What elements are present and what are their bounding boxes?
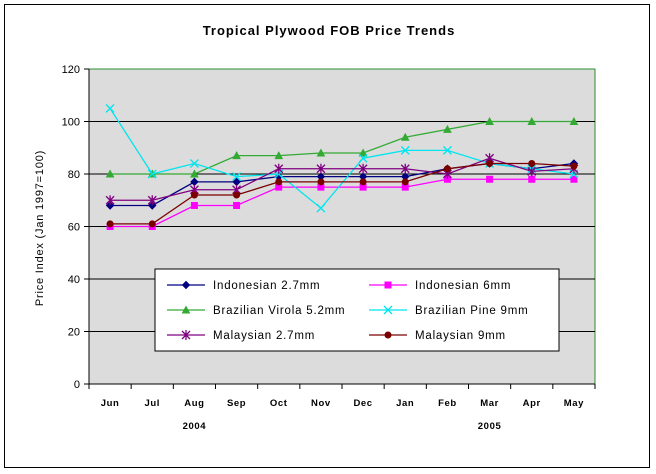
data-point [232,172,242,182]
legend-swatch-marker [384,281,392,289]
series [106,160,578,228]
data-point [442,145,452,155]
legend-swatch-marker [181,280,191,290]
y-axis-label: Price Index (Jan 1997=100) [34,150,46,306]
data-point [147,195,157,206]
data-point [148,220,156,228]
legend-swatch-marker [383,305,393,315]
legend-label: Malaysian 9mm [415,330,506,342]
data-point [190,191,198,199]
x-tick-label: May [564,398,584,409]
data-point [190,169,199,178]
data-point [233,191,241,199]
data-point [400,132,410,141]
data-point [275,178,283,186]
data-point [570,162,578,170]
series-line [110,162,574,225]
y-tick-label: 40 [68,274,80,286]
data-point [528,175,536,183]
legend-item: Indonesian 2.7mm [167,280,320,292]
year-label: 2005 [478,421,502,432]
data-point [569,116,579,125]
legend-box [154,268,560,352]
series-line [109,108,574,210]
data-point [401,178,409,186]
data-point [400,145,410,155]
legend-label: Brazilian Pine 9mm [415,305,528,317]
x-tick-label: Apr [523,398,541,409]
data-point [316,148,326,157]
legend-item: Indonesian 6mm [369,280,511,292]
data-point [190,202,198,209]
data-point [485,116,494,125]
line-chart: Tropical Plywood FOB Price Trends Price … [34,23,596,432]
data-point [274,151,284,160]
data-point [358,163,368,174]
x-tick-label: Aug [184,398,204,409]
x-tick-label: Jul [144,398,160,409]
x-tick-label: Jan [396,398,414,409]
legend-item: Malaysian 9mm [369,330,506,342]
x-tick-label: Sep [227,398,246,409]
legend: Indonesian 2.7mm Indonesian 6mm Brazilian … [154,268,560,352]
plot-area: 0 20 40 60 80 100 120 Jun Jul Aug Sep Oct Nov Dec Jan F… [62,64,596,432]
y-tick-label: 100 [62,117,80,129]
y-tick-label: 80 [68,169,80,181]
data-point [358,148,368,157]
series [105,116,579,178]
legend-swatch-marker [384,331,392,339]
year-label: 2004 [183,421,207,432]
data-point [147,169,157,179]
y-tick-label: 60 [68,222,80,234]
y-tick-label: 120 [62,64,80,76]
data-point [316,163,326,174]
x-tick-label: Dec [353,398,372,409]
series [106,175,578,230]
chart-frame: Tropical Plywood FOB Price Trends Price … [4,4,650,468]
legend-label: Indonesian 2.7mm [213,280,320,292]
data-point [105,103,115,113]
data-point [316,203,326,213]
data-point [527,116,537,125]
series-line [110,157,574,201]
data-point [274,163,284,174]
series-line [110,120,574,175]
legend-label: Brazilian Virola 5.2mm [213,305,345,317]
x-tick-label: Mar [480,398,499,409]
legend-item: Brazilian Pine 9mm [369,305,528,317]
legend-label: Malaysian 2.7mm [213,330,315,342]
legend-item: Brazilian Virola 5.2mm [167,305,345,317]
series-line [110,178,574,228]
y-tick-label: 0 [74,379,80,391]
legend-swatch-marker [181,330,191,340]
data-point [486,160,494,167]
legend-label: Indonesian 6mm [415,280,511,292]
data-point [358,153,368,163]
data-point [359,178,367,186]
data-point [528,160,536,167]
chart-title: Tropical Plywood FOB Price Trends [203,23,456,38]
data-point [232,151,241,160]
data-point [486,175,494,183]
data-point [105,195,115,206]
data-point [570,175,578,183]
data-point [527,166,537,177]
data-point [106,220,114,228]
legend-swatch-marker [181,305,191,314]
data-point [400,163,410,174]
x-tick-label: Nov [311,398,331,409]
x-tick-label: Jun [101,398,120,409]
data-point [148,201,157,210]
data-point [317,178,325,186]
data-point [233,202,241,209]
data-point [105,169,115,178]
data-point [105,201,115,210]
y-tick-label: 20 [68,327,80,339]
data-point [443,124,452,133]
legend-item: Malaysian 2.7mm [167,330,315,342]
data-point [443,165,451,173]
data-point [189,159,199,168]
x-tick-label: Oct [270,398,288,409]
x-tick-label: Feb [438,398,457,409]
